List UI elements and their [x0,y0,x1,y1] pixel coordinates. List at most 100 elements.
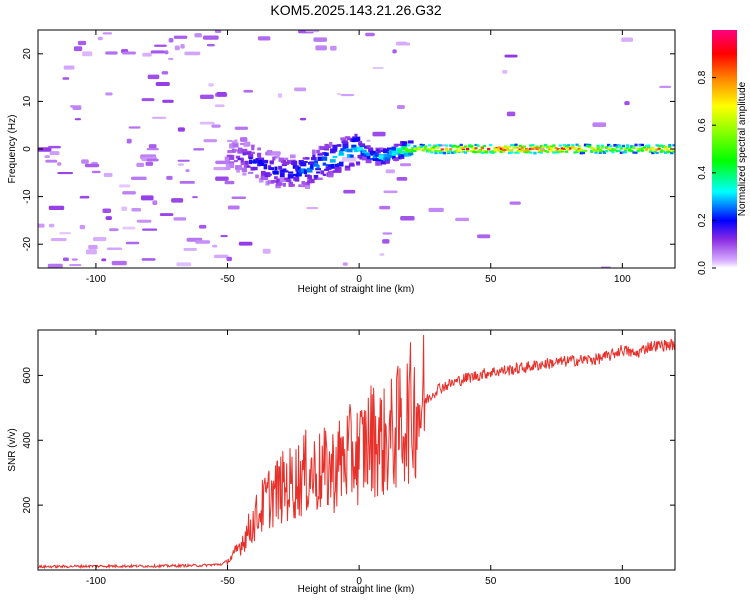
heatmap-ridge-cell [344,167,351,171]
heatmap-noise-cell [659,85,672,89]
heatmap-noise-cell [238,241,253,246]
heatmap-ridge-cell [546,150,550,153]
heatmap-noise-cell [79,195,90,199]
heatmap-noise-cell [81,159,89,164]
heatmap-noise-cell [194,33,202,38]
heatmap-ridge-cell [617,145,621,148]
heatmap-ridge-cell [623,147,628,150]
heatmap-ridge-cell [248,171,254,174]
heatmap-ridge-cell [260,163,267,166]
snr-ylabel: SNR (v/v) [7,428,18,471]
heatmap-ridge-cell [365,159,372,164]
heatmap-ridge-cell [501,148,505,152]
snr-y-tick-label: 600 [22,367,33,384]
heatmap-ridge-cell [457,145,461,148]
heatmap-noise-cell [624,101,630,106]
heatmap-ridge-cell [442,151,447,154]
heatmap-ridge-cell [402,146,407,150]
heatmap-ridge-cell [666,149,670,153]
heatmap-noise-cell [262,248,271,254]
heatmap-ridge-cell [613,148,617,151]
heatmap-ridge-cell [478,150,482,154]
heatmap-ridge-cell [583,149,588,152]
heatmap-ridge-cell [560,150,564,153]
heatmap-ridge-cell [491,151,495,154]
heatmap-ridge-cell [543,144,548,147]
heatmap-noise-cell [71,258,78,261]
heatmap-ridge-cell [240,161,244,166]
heatmap-noise-cell [193,148,205,151]
heatmap-ridge-cell [453,144,457,147]
heatmap-ridge-cell [573,151,577,154]
heatmap-ridge-cell [609,147,613,150]
heatmap-ridge-cell [339,150,344,155]
heatmap-ridge-cell [626,146,630,150]
heatmap-ridge-cell [255,174,259,179]
heatmap-ridge-cell [556,151,560,154]
heatmap-ridge-cell [499,150,503,153]
heatmap-noise-cell [592,122,607,128]
heatmap-ridge-cell [663,145,668,149]
heatmap-ridge-cell [604,150,609,153]
heatmap-ridge-cell [313,160,319,164]
heatmap-xlabel: Height of straight line (km) [298,284,415,295]
heatmap-ridge-cell [630,150,634,153]
heatmap-ridge-cell [558,144,562,147]
heatmap-ridge-cell [524,151,529,154]
heatmap-noise-cell [227,205,240,210]
heatmap-noise-cell [164,50,169,55]
heatmap-ridge-cell [349,162,355,166]
heatmap-ridge-cell [402,150,407,155]
heatmap-x-tick-label: 50 [485,274,497,285]
heatmap-noise-cell [203,139,218,143]
heatmap-ridge-cell [562,144,567,147]
heatmap-ridge-cell [571,144,575,147]
heatmap-noise-cell [177,159,190,162]
heatmap-noise-cell [57,171,74,175]
heatmap-ridge-cell [499,147,503,150]
heatmap-ridge-cell [577,145,581,148]
heatmap-ridge-cell [244,141,249,146]
heatmap-x-tick-label: 0 [356,274,362,285]
heatmap-noise-cell [405,42,411,46]
heatmap-noise-cell [63,65,75,70]
heatmap-noise-cell [231,196,247,200]
heatmap-ridge-cell [423,147,428,150]
heatmap-ridge-cell [480,151,484,154]
heatmap-ridge-cell [310,164,314,169]
heatmap-ridge-cell [282,159,287,164]
heatmap-ridge-cell [288,171,294,174]
heatmap-noise-cell [379,253,385,256]
heatmap-ridge-cell [453,150,457,153]
heatmap-ridge-cell [463,145,468,148]
heatmap-ridge-cell [503,145,508,148]
heatmap-ridge-cell [564,144,569,148]
heatmap-noise-cell [44,155,50,158]
heatmap-y-tick-label: -10 [22,189,33,204]
heatmap-ridge-cell [516,151,520,154]
heatmap-ridge-cell [321,156,328,161]
heatmap-ridge-cell [640,149,644,152]
heatmap-ridge-cell [303,161,308,164]
heatmap-ridge-cell [237,147,243,153]
heatmap-ridge-cell [596,144,600,147]
heatmap-ridge-cell [375,152,379,157]
heatmap-noise-cell [400,216,415,221]
heatmap-ridge-cell [474,151,478,154]
heatmap-ridge-cell [596,146,600,150]
heatmap-noise-cell [330,45,337,51]
heatmap-ridge-cell [659,150,663,153]
heatmap-ridge-cell [444,147,449,150]
heatmap-ridge-cell [659,144,663,147]
heatmap-ridge-cell [594,151,598,154]
heatmap-noise-cell [93,236,107,242]
heatmap-ridge-cell [344,136,351,139]
heatmap-ridge-cell [472,150,476,153]
heatmap-noise-cell [63,257,69,262]
heatmap-ridge-cell [385,159,390,164]
heatmap-ridge-cell [401,141,408,146]
heatmap-ridge-cell [598,150,602,153]
heatmap-ridge-cell [524,149,529,152]
heatmap-ridge-cell [548,148,552,151]
heatmap-ridge-cell [278,165,283,170]
